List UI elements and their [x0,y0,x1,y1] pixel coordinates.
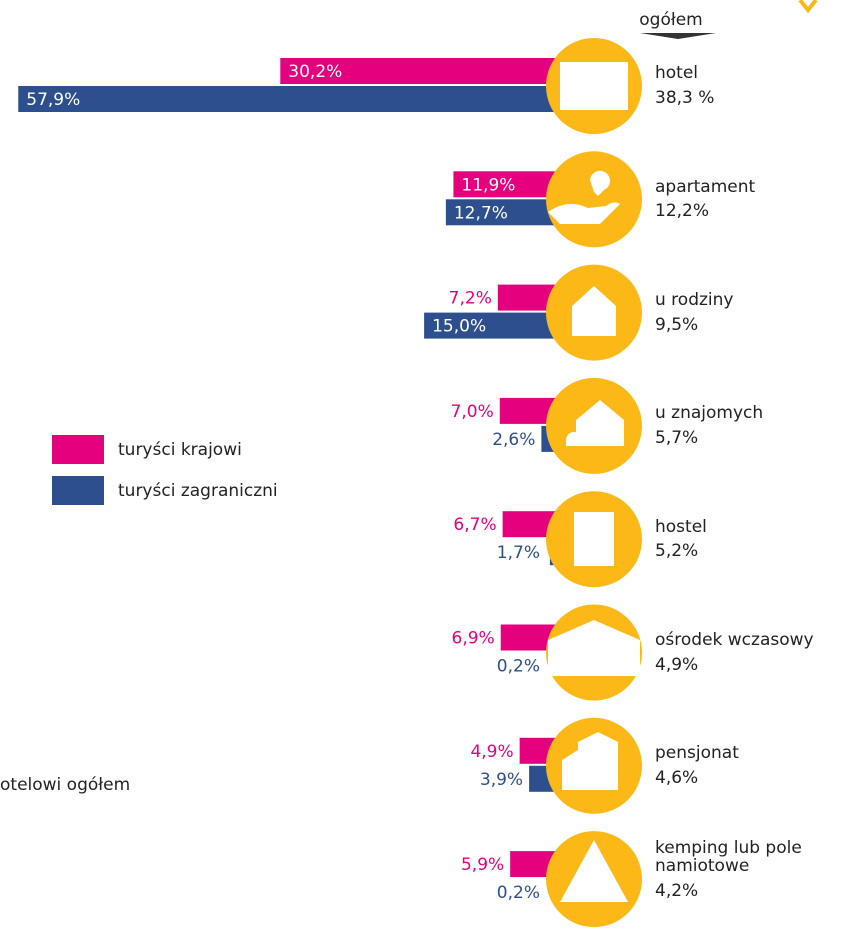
icon [560,840,628,902]
legend-label: turyści krajowi [118,440,242,460]
icon [560,62,628,110]
category-label: ośrodek wczasowy [655,629,814,650]
bar [280,58,566,84]
icon [548,170,620,224]
value-label: 6,7% [453,515,496,535]
value-label: 0,2% [497,657,540,677]
value-label: 4,9% [470,742,513,762]
value-label: 15,0% [432,317,486,337]
value-label: 57,9% [26,90,80,110]
icon [574,512,614,566]
header: ogółem [639,10,702,30]
total-label: 5,7% [655,427,699,448]
value-label: 2,6% [492,430,535,450]
value-label: 7,2% [449,289,492,309]
total-label: 9,5% [655,314,699,335]
icon [566,400,624,446]
bar [18,86,567,112]
header-arrow [640,33,716,39]
category-label: hotel [655,63,699,84]
value-label: 1,7% [497,543,540,563]
value-label: 3,9% [480,770,523,790]
legend-swatch [52,476,104,505]
value-label: 0,2% [497,883,540,903]
value-label: 5,9% [461,855,504,875]
bar [424,312,566,339]
category-label: pensjonat [655,743,739,764]
icon [572,286,616,336]
total-label: 4,9% [655,654,699,675]
value-label: 12,7% [454,203,508,223]
total-label: 38,3 % [655,88,715,108]
category-label: kemping lub pole namiotowe [655,837,802,877]
corner-decoration [798,0,818,14]
total-label: 4,6% [655,767,699,788]
icon-circle [546,151,642,248]
value-label: 7,0% [451,402,494,422]
icon [562,732,618,790]
total-label: 4,2% [655,881,699,902]
total-label: 12,2% [655,201,710,222]
bar [445,199,566,226]
category-label: u znajomych [655,403,764,424]
legend-swatch [52,435,104,464]
note: otelowi ogółem [0,775,130,795]
total-label: 5,2% [655,541,699,562]
value-label: 30,2% [288,62,342,82]
category-label: hostel [655,516,707,537]
value-label: 11,9% [461,175,515,195]
legend-label: turyści zagraniczni [118,481,278,501]
value-label: 6,9% [452,629,495,649]
icon [548,620,640,676]
category-label: u rodziny [655,289,734,310]
category-label: apartament [655,176,756,197]
